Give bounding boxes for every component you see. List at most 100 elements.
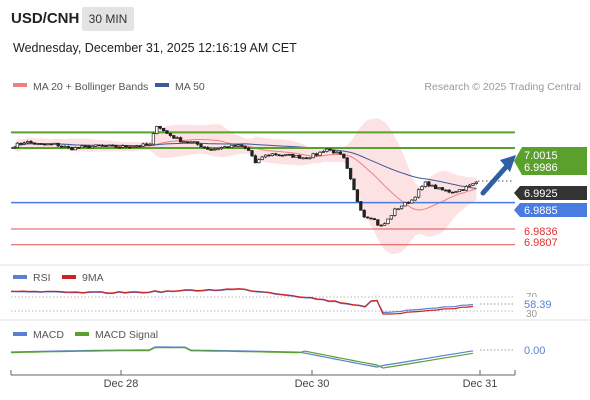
candle: [53, 142, 57, 145]
candle: [12, 146, 16, 149]
candle: [83, 145, 88, 148]
candle: [467, 183, 472, 187]
candle: [314, 152, 319, 157]
legend-swatch-macd-signal: [75, 332, 89, 336]
candle: [420, 185, 424, 191]
candle: [76, 147, 81, 149]
candle: [331, 149, 336, 154]
candle: [206, 146, 210, 150]
candle: [219, 146, 224, 151]
candle: [185, 141, 190, 144]
pivot-label-box: [514, 203, 587, 217]
legend-swatch-rsi: [13, 275, 27, 279]
candle: [433, 183, 438, 190]
candle: [372, 217, 377, 221]
candle: [270, 153, 275, 157]
candle: [250, 150, 254, 158]
candle: [325, 148, 329, 153]
candle: [413, 196, 417, 202]
candle: [161, 127, 166, 132]
candle: [110, 144, 115, 147]
candle: [457, 189, 462, 193]
bollinger-bands: [14, 118, 477, 254]
last-price-label-box: [514, 186, 587, 200]
candle: [195, 141, 200, 146]
candle: [90, 146, 94, 149]
candle: [437, 187, 441, 190]
candle: [240, 144, 244, 148]
rsi-ma-line: [10, 288, 474, 315]
rsi-value-bg: [521, 297, 557, 309]
candle: [321, 150, 326, 153]
macd-signal-line: [10, 347, 474, 369]
candle: [175, 136, 179, 140]
candle: [284, 153, 288, 157]
candle: [464, 185, 468, 191]
candle: [355, 189, 360, 203]
candle: [328, 148, 332, 152]
candle: [87, 145, 91, 149]
candle: [15, 142, 20, 149]
candle: [25, 140, 30, 145]
timeframe-badge[interactable]: 30 MIN: [82, 7, 134, 31]
ma50-line: [13, 142, 477, 189]
candle: [182, 140, 186, 144]
candle: [260, 155, 264, 161]
resistance-label-2: 6.9986: [524, 162, 558, 174]
rsi-level-30-label: 30: [526, 309, 538, 320]
credit-text: Research © 2025 Trading Central: [424, 81, 581, 93]
bollinger-band-fill: [14, 118, 477, 254]
candle: [338, 150, 343, 155]
candle: [127, 145, 132, 149]
candle: [192, 141, 196, 144]
candle: [335, 151, 339, 154]
candle: [19, 142, 23, 145]
candle: [223, 145, 227, 148]
x-tick-label: Dec 30: [295, 378, 330, 390]
candle: [36, 142, 40, 146]
candle: [444, 189, 448, 192]
candle: [97, 144, 101, 147]
candle: [362, 209, 366, 219]
candle: [291, 153, 295, 158]
candle: [253, 154, 258, 164]
candle: [440, 187, 445, 191]
candle: [155, 125, 159, 135]
candle: [399, 205, 404, 210]
candle: [121, 144, 125, 149]
macd-value: 0.00: [524, 345, 545, 357]
candle: [389, 214, 394, 220]
legend-label-rsi-ma: 9MA: [82, 272, 104, 284]
candle: [168, 133, 173, 137]
candle: [243, 145, 247, 150]
candle: [447, 188, 451, 194]
candle: [359, 200, 363, 211]
pivot-label: 6.9885: [524, 205, 558, 217]
candle: [352, 178, 356, 191]
candle: [144, 142, 149, 146]
candle: [22, 141, 26, 145]
candle: [304, 156, 309, 160]
candle: [297, 154, 302, 159]
candle: [212, 147, 217, 151]
support-label-1: 6.9836: [524, 226, 558, 238]
candle: [274, 152, 278, 156]
candle: [342, 153, 346, 159]
legend-label-bb: MA 20 + Bollinger Bands: [33, 81, 148, 93]
candle: [257, 158, 261, 164]
candle: [117, 146, 122, 149]
candle: [158, 125, 162, 130]
legend-label-macd: MACD: [33, 329, 64, 341]
x-tick-label: Dec 31: [463, 378, 498, 390]
candle: [216, 148, 220, 151]
candle: [124, 145, 128, 149]
candle: [233, 144, 237, 147]
candle: [134, 144, 139, 148]
resistance-label-box: [514, 147, 587, 175]
candle: [267, 154, 271, 157]
candle: [80, 144, 84, 149]
candle: [416, 188, 421, 199]
candle: [73, 146, 77, 151]
candle: [104, 145, 108, 147]
